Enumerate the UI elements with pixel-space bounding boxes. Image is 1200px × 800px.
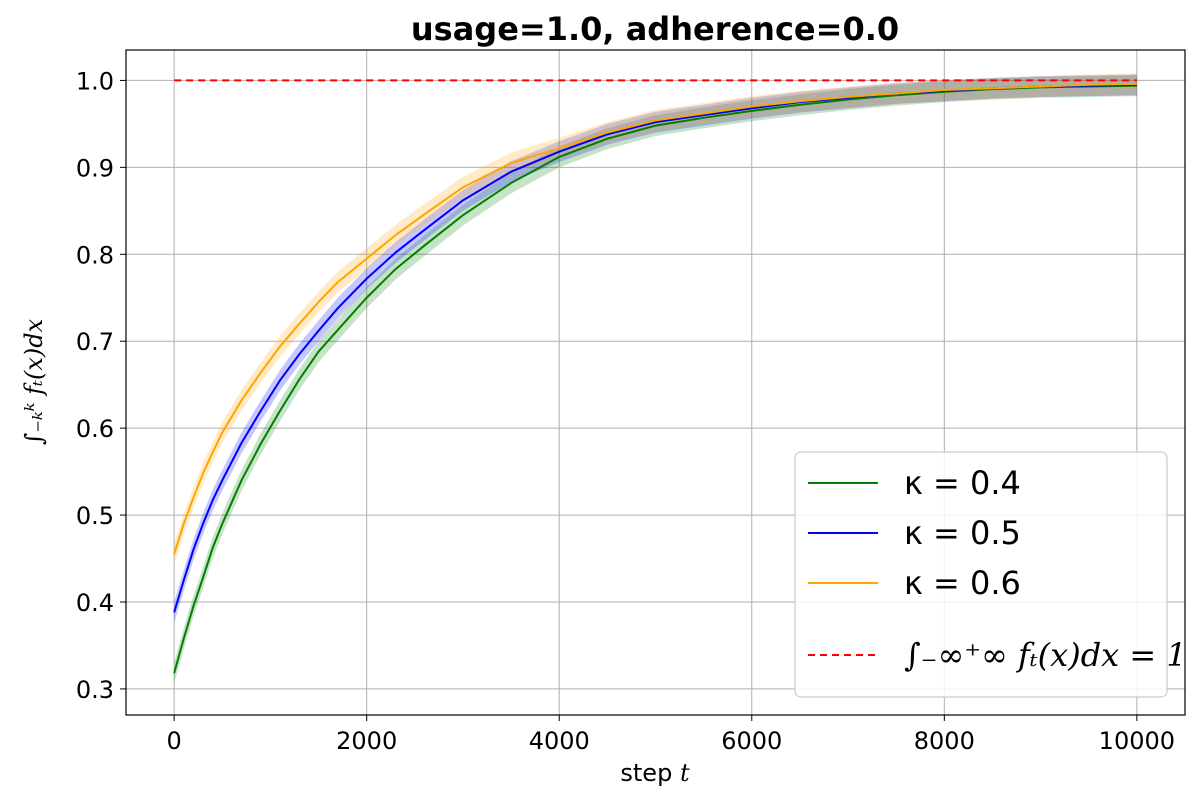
y-tick-label: 0.8 <box>76 241 114 269</box>
legend: κ = 0.4 κ = 0.5 κ = 0.6 ∫₋∞⁺∞ fₜ(x)dx = 1 <box>794 451 1187 698</box>
plot-frame <box>125 49 1186 716</box>
y-axis-label: ∫₋ₖᵏ fₜ(x)dx <box>20 318 48 445</box>
x-tick-label: 0 <box>166 727 181 755</box>
y-tick-label: 0.4 <box>76 589 114 617</box>
x-axis-ticks: 0 2000 4000 6000 8000 10000 <box>166 715 1175 755</box>
y-tick-label: 0.7 <box>76 328 114 356</box>
legend-frame <box>794 451 1168 698</box>
series-line-1 <box>173 84 1137 674</box>
x-axis-label: step t <box>620 759 690 787</box>
y-tick-label: 0.5 <box>76 502 114 530</box>
chart-title: usage=1.0, adherence=0.0 <box>411 10 899 48</box>
y-tick-label: 0.9 <box>76 154 114 182</box>
y-tick-label: 0.3 <box>76 676 114 704</box>
x-tick-label: 2000 <box>336 727 397 755</box>
x-tick-label: 10000 <box>1099 727 1175 755</box>
x-tick-label: 6000 <box>721 727 782 755</box>
y-tick-label: 1.0 <box>76 67 114 95</box>
series-lines <box>173 79 1137 674</box>
legend-label-3: κ = 0.6 <box>904 564 1021 602</box>
legend-label-1: κ = 0.4 <box>904 464 1021 502</box>
x-tick-label: 4000 <box>529 727 590 755</box>
x-tick-label: 8000 <box>914 727 975 755</box>
legend-label-4: ∫₋∞⁺∞ fₜ(x)dx = 1 <box>904 636 1187 674</box>
y-axis-ticks: 0.3 0.4 0.5 0.6 0.7 0.8 0.9 1.0 <box>76 67 126 704</box>
legend-label-2: κ = 0.5 <box>904 514 1021 552</box>
series-line-3 <box>173 82 1137 555</box>
y-tick-label: 0.6 <box>76 415 114 443</box>
